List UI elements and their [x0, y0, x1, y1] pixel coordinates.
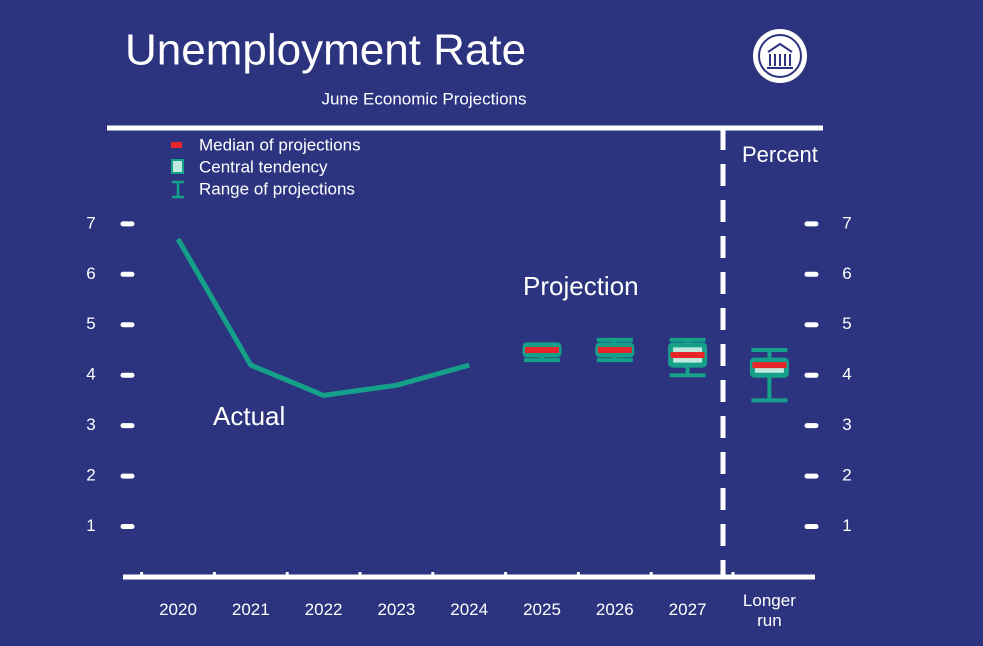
median [525, 346, 559, 353]
y-tick-label: 7 [86, 213, 95, 232]
annotation: Actual [213, 401, 285, 431]
legend-median-swatch [171, 142, 182, 148]
legend-label: Range of projections [199, 179, 355, 198]
legend-range-swatch [172, 180, 184, 199]
y2-tick-label: 2 [842, 466, 851, 485]
y2-tick-label: 5 [842, 314, 851, 333]
x-tick-label: 2025 [523, 600, 561, 619]
median [752, 362, 787, 369]
y-tick-label: 1 [86, 516, 95, 535]
y-tick-label: 5 [86, 314, 95, 333]
subtitle: June Economic Projections [321, 89, 526, 108]
legend-ct-swatch [171, 159, 184, 174]
y2-tick-label: 1 [842, 516, 851, 535]
y-axis-label: Percent [742, 142, 818, 167]
x-tick-label: 2023 [377, 600, 416, 619]
x-tick-label: 2021 [231, 600, 270, 619]
y2-tick-label: 3 [842, 415, 851, 434]
legend-label: Central tendency [199, 157, 328, 176]
x-tick-label: 2020 [159, 600, 197, 619]
y2-tick-label: 6 [842, 264, 851, 283]
y-tick-label: 6 [86, 264, 95, 283]
median [670, 352, 705, 359]
y2-tick-label: 7 [842, 213, 851, 232]
y2-tick-label: 4 [842, 365, 851, 384]
y-tick-label: 3 [86, 415, 95, 434]
chart-title: Unemployment Rate [125, 26, 526, 75]
x-tick-label: 2026 [595, 600, 634, 619]
seal-building [767, 42, 793, 69]
y-tick-label: 2 [86, 466, 95, 485]
seal [753, 29, 807, 83]
x-tick-label: 2027 [668, 600, 707, 619]
legend-label: Median of projections [199, 135, 361, 154]
x-tick-label: 2024 [450, 600, 489, 619]
x-tick-label: 2022 [304, 600, 343, 619]
median [597, 346, 632, 353]
actual-line [175, 237, 470, 398]
y-tick-label: 4 [86, 365, 95, 384]
annotation: Projection [523, 271, 639, 301]
seal-ring [758, 34, 802, 78]
x-tick-label: Longer run [742, 591, 796, 630]
